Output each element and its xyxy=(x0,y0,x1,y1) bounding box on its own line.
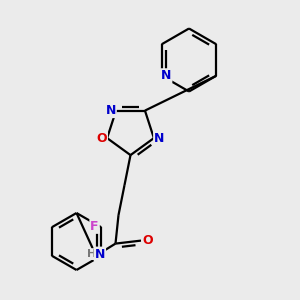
Text: F: F xyxy=(90,220,99,233)
Text: H: H xyxy=(87,249,96,259)
Text: N: N xyxy=(95,248,105,261)
Text: O: O xyxy=(96,132,107,145)
Text: N: N xyxy=(106,104,116,117)
Text: N: N xyxy=(161,69,171,82)
Text: N: N xyxy=(154,132,164,145)
Text: O: O xyxy=(142,234,153,247)
